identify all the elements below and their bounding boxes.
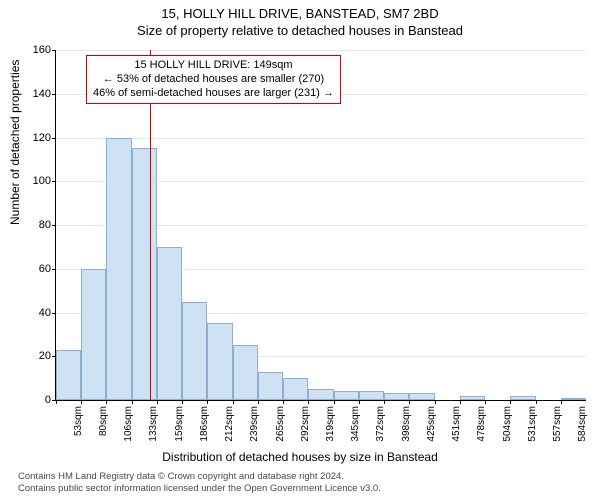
x-tick-mark	[485, 400, 486, 404]
y-axis-label: Number of detached properties	[8, 60, 22, 225]
x-tick-label: 425sqm	[426, 406, 437, 442]
x-tick-mark	[81, 400, 82, 404]
histogram-bar	[510, 396, 535, 400]
annotation-line3: 46% of semi-detached houses are larger (…	[93, 87, 334, 101]
histogram-bar	[308, 389, 333, 400]
y-tick-mark	[52, 50, 56, 51]
chart-title: 15, HOLLY HILL DRIVE, BANSTEAD, SM7 2BD	[0, 0, 600, 21]
histogram-bar	[56, 350, 81, 400]
x-tick-label: 212sqm	[224, 406, 235, 442]
x-tick-label: 372sqm	[375, 406, 386, 442]
x-tick-mark	[308, 400, 309, 404]
attribution-text: Contains HM Land Registry data © Crown c…	[18, 471, 381, 495]
gridline	[56, 138, 586, 139]
x-tick-mark	[157, 400, 158, 404]
x-tick-mark	[258, 400, 259, 404]
histogram-bar	[409, 393, 434, 400]
histogram-bar	[182, 302, 207, 400]
y-tick-label: 140	[26, 88, 51, 100]
x-tick-mark	[536, 400, 537, 404]
attribution-line2: Contains public sector information licen…	[18, 483, 381, 495]
x-tick-mark	[460, 400, 461, 404]
x-tick-label: 319sqm	[325, 406, 336, 442]
x-tick-label: 584sqm	[577, 406, 588, 442]
x-tick-label: 265sqm	[275, 406, 286, 442]
x-tick-mark	[207, 400, 208, 404]
x-tick-label: 186sqm	[199, 406, 210, 442]
x-tick-mark	[435, 400, 436, 404]
x-axis-label: Distribution of detached houses by size …	[0, 450, 600, 464]
x-tick-mark	[56, 400, 57, 404]
x-tick-label: 345sqm	[350, 406, 361, 442]
histogram-bar	[359, 391, 384, 400]
y-tick-mark	[52, 313, 56, 314]
x-tick-mark	[283, 400, 284, 404]
x-tick-label: 504sqm	[502, 406, 513, 442]
y-tick-mark	[52, 269, 56, 270]
x-tick-mark	[359, 400, 360, 404]
x-tick-mark	[233, 400, 234, 404]
histogram-bar	[384, 393, 409, 400]
histogram-bar	[283, 378, 308, 400]
annotation-box: 15 HOLLY HILL DRIVE: 149sqm← 53% of deta…	[86, 55, 341, 104]
x-tick-label: 80sqm	[98, 406, 109, 436]
y-tick-label: 20	[26, 350, 51, 362]
histogram-bar	[233, 345, 258, 400]
gridline	[56, 50, 586, 51]
x-tick-label: 451sqm	[451, 406, 462, 442]
y-tick-label: 100	[26, 175, 51, 187]
y-tick-label: 40	[26, 307, 51, 319]
histogram-bar	[460, 396, 485, 400]
x-tick-label: 531sqm	[527, 406, 538, 442]
x-tick-label: 292sqm	[300, 406, 311, 442]
histogram-bar	[157, 247, 182, 400]
x-tick-label: 239sqm	[249, 406, 260, 442]
y-tick-label: 60	[26, 263, 51, 275]
x-tick-mark	[561, 400, 562, 404]
x-tick-label: 398sqm	[401, 406, 412, 442]
y-tick-mark	[52, 94, 56, 95]
attribution-line1: Contains HM Land Registry data © Crown c…	[18, 471, 381, 483]
y-tick-mark	[52, 181, 56, 182]
annotation-line2: ← 53% of detached houses are smaller (27…	[93, 73, 334, 87]
annotation-line1: 15 HOLLY HILL DRIVE: 149sqm	[93, 59, 334, 73]
x-tick-label: 557sqm	[552, 406, 563, 442]
x-tick-mark	[182, 400, 183, 404]
histogram-bar	[258, 372, 283, 400]
x-tick-mark	[132, 400, 133, 404]
plot-area: 02040608010012014016053sqm80sqm106sqm133…	[55, 50, 585, 400]
histogram-bar	[207, 323, 232, 400]
x-tick-mark	[409, 400, 410, 404]
y-tick-label: 0	[26, 394, 51, 406]
y-tick-label: 80	[26, 219, 51, 231]
histogram-bar	[561, 398, 586, 400]
y-tick-label: 120	[26, 132, 51, 144]
histogram-bar	[132, 148, 157, 400]
x-tick-mark	[510, 400, 511, 404]
chart-subtitle: Size of property relative to detached ho…	[0, 21, 600, 38]
x-tick-label: 159sqm	[174, 406, 185, 442]
x-tick-mark	[106, 400, 107, 404]
x-tick-label: 53sqm	[73, 406, 84, 436]
x-tick-label: 133sqm	[148, 406, 159, 442]
histogram-bar	[106, 138, 131, 401]
chart-container: 15, HOLLY HILL DRIVE, BANSTEAD, SM7 2BD …	[0, 0, 600, 500]
x-tick-label: 478sqm	[476, 406, 487, 442]
histogram-bar	[334, 391, 359, 400]
x-tick-mark	[384, 400, 385, 404]
x-tick-mark	[334, 400, 335, 404]
y-tick-mark	[52, 225, 56, 226]
y-tick-mark	[52, 138, 56, 139]
x-tick-label: 106sqm	[123, 406, 134, 442]
histogram-bar	[81, 269, 106, 400]
y-tick-label: 160	[26, 44, 51, 56]
